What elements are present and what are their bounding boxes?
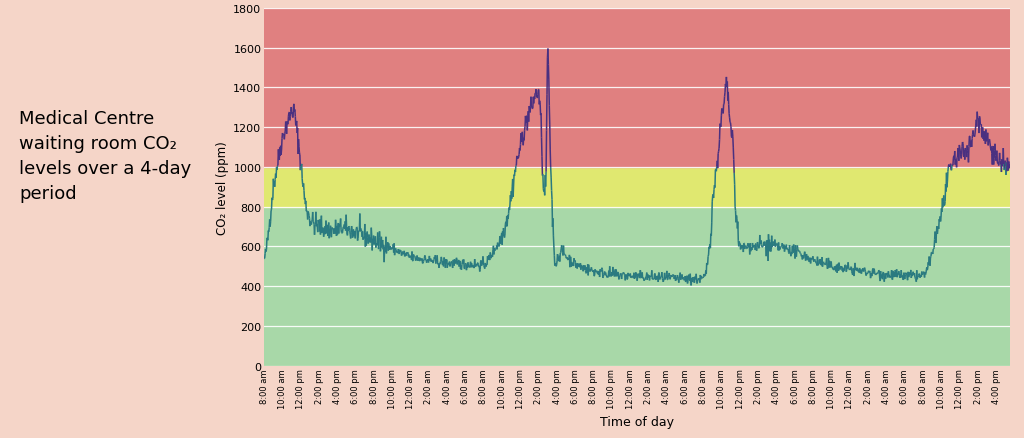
Bar bbox=[264, 207, 1010, 366]
Y-axis label: CO₂ level (ppm): CO₂ level (ppm) bbox=[216, 141, 229, 234]
Bar bbox=[264, 9, 1010, 167]
X-axis label: Time of day: Time of day bbox=[600, 415, 674, 428]
Bar bbox=[264, 167, 1010, 207]
Text: Medical Centre
waiting room CO₂
levels over a 4-day
period: Medical Centre waiting room CO₂ levels o… bbox=[19, 110, 191, 202]
